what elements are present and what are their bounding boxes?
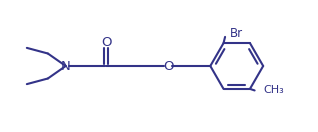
Text: N: N <box>61 60 71 72</box>
Text: O: O <box>101 36 111 49</box>
Text: O: O <box>163 60 174 72</box>
Text: Br: Br <box>230 27 243 40</box>
Text: CH₃: CH₃ <box>263 85 284 95</box>
